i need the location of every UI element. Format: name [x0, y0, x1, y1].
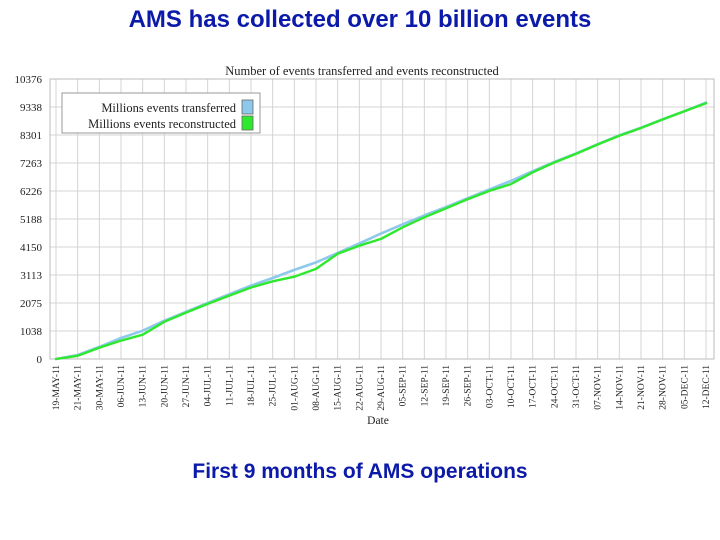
series-lines [54, 101, 708, 361]
y-tick-label: 9338 [20, 102, 43, 114]
y-axis-ticks: 0 1038 2075 3113 4150 5188 6226 7263 8301 9338 103… [15, 74, 43, 366]
y-tick-label: 10376 [15, 74, 43, 86]
y-tick-label: 3113 [20, 270, 42, 282]
x-tick-label: 13-JUN-11 [139, 365, 149, 408]
y-tick-label: 5188 [20, 214, 43, 226]
x-tick-label: 25-JUL-11 [269, 365, 279, 407]
x-tick-label: 12-DEC-11 [702, 365, 712, 409]
x-tick-label: 18-JUL-11 [247, 365, 257, 407]
y-tick-label: 7263 [20, 158, 43, 170]
x-tick-label: 29-AUG-11 [377, 365, 387, 411]
x-tick-label: 10-OCT-11 [507, 365, 517, 408]
x-axis-label: Date [367, 415, 389, 427]
x-tick-label: 30-MAY-11 [95, 365, 105, 410]
events-chart: Number of events transferred and events … [15, 64, 715, 427]
x-tick-label: 22-AUG-11 [355, 365, 365, 411]
legend-swatch-transferred [241, 99, 254, 115]
x-axis-ticks: 19-MAY-11 21-MAY-11 30-MAY-11 06-JUN-11 13-J… [52, 365, 712, 411]
x-tick-label: 15-AUG-11 [334, 365, 344, 411]
x-tick-label: 07-NOV-11 [594, 365, 604, 410]
legend-swatch-reconstructed [241, 115, 254, 131]
x-tick-label: 05-DEC-11 [680, 365, 690, 409]
x-tick-label: 01-AUG-11 [290, 365, 300, 411]
legend: Millions events transferred Millions eve… [61, 92, 261, 134]
chart-title: Number of events transferred and events … [225, 64, 499, 78]
y-tick-label: 4150 [20, 242, 43, 254]
x-tick-label: 03-OCT-11 [485, 365, 495, 408]
y-tick-label: 0 [37, 354, 43, 366]
x-tick-label: 28-NOV-11 [659, 365, 669, 410]
x-tick-label: 21-NOV-11 [637, 365, 647, 410]
plot-frame [49, 78, 715, 360]
legend-label-reconstructed: Millions events reconstructed [88, 117, 237, 131]
x-tick-label: 19-MAY-11 [52, 365, 62, 410]
x-tick-label: 21-MAY-11 [74, 365, 84, 410]
legend-box [61, 92, 261, 134]
y-tick-label: 1038 [20, 326, 43, 338]
x-tick-label: 08-AUG-11 [312, 365, 322, 411]
y-tick-label: 8301 [20, 130, 42, 142]
x-tick-label: 06-JUN-11 [117, 365, 127, 408]
y-tick-label: 2075 [20, 298, 43, 310]
x-tick-label: 17-OCT-11 [529, 365, 539, 408]
y-tick-label: 6226 [20, 186, 43, 198]
x-tick-label: 27-JUN-11 [182, 365, 192, 408]
x-tick-label: 19-SEP-11 [442, 365, 452, 407]
x-tick-label: 05-SEP-11 [399, 365, 409, 407]
legend-label-transferred: Millions events transferred [101, 101, 236, 115]
slide-caption: First 9 months of AMS operations [192, 460, 528, 483]
x-tick-label: 24-OCT-11 [550, 365, 560, 408]
x-tick-label: 26-SEP-11 [464, 365, 474, 407]
x-tick-label: 20-JUN-11 [160, 365, 170, 408]
x-tick-label: 04-JUL-11 [204, 365, 214, 407]
x-tick-label: 11-JUL-11 [225, 365, 235, 406]
x-tick-label: 12-SEP-11 [420, 365, 430, 407]
series-line-reconstructed [54, 102, 708, 361]
slide-title: AMS has collected over 10 billion events [128, 6, 592, 33]
x-tick-label: 14-NOV-11 [615, 365, 625, 410]
x-tick-label: 31-OCT-11 [572, 365, 582, 408]
